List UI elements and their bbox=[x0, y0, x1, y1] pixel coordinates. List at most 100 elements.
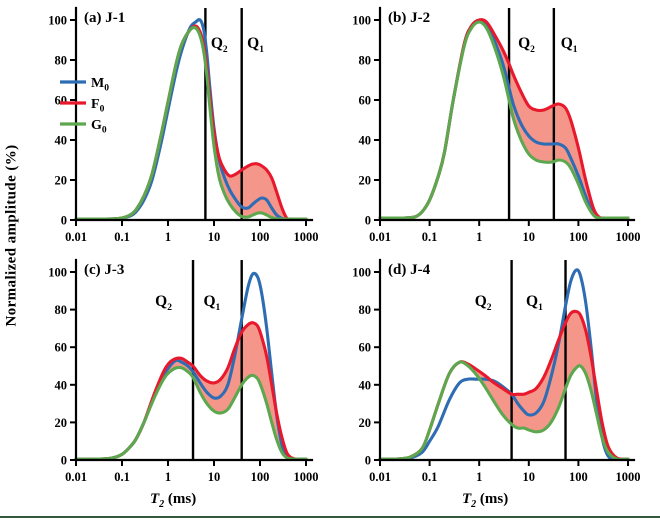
x-tick-label: 0.01 bbox=[369, 230, 391, 244]
quadrant-label-letter: Q bbox=[475, 293, 487, 310]
bottom-accent-rule bbox=[0, 516, 660, 518]
plot-axes bbox=[378, 258, 636, 462]
x-tick-label: 10 bbox=[523, 230, 536, 244]
x-tick-label: 1000 bbox=[294, 470, 319, 484]
x-tick-label: 1 bbox=[165, 470, 171, 484]
y-tick-label: 40 bbox=[55, 378, 68, 392]
y-tick-label: 80 bbox=[55, 303, 68, 317]
quadrant-label-letter: Q bbox=[247, 35, 259, 52]
x-tick-label: 1000 bbox=[616, 470, 641, 484]
quadrant-label-q2: Q2 bbox=[211, 35, 228, 55]
quadrant-label-subscript: 1 bbox=[259, 45, 264, 55]
curve-F0 bbox=[378, 18, 630, 220]
quadrant-label-letter: Q bbox=[518, 35, 530, 52]
curve-fill-band bbox=[76, 25, 306, 220]
panel-title: (a) J-1 bbox=[84, 10, 125, 26]
y-tick-label: 100 bbox=[48, 266, 67, 280]
panel-d: 0.01 0.1 1 10 100 1000 0 20 40 60 80 100 (d) J-4 Q2 Q1 bbox=[336, 258, 652, 488]
quadrant-label-q1: Q1 bbox=[526, 293, 543, 313]
curve-G0 bbox=[378, 20, 630, 220]
quadrant-label-letter: Q bbox=[203, 293, 215, 310]
y-tick-label: 100 bbox=[352, 14, 371, 28]
y-tick-label: 100 bbox=[352, 266, 371, 280]
x-tick-label: 100 bbox=[251, 230, 270, 244]
curve-fill-band bbox=[380, 19, 628, 219]
quadrant-label-q1: Q1 bbox=[561, 35, 578, 55]
x-tick-label: 1000 bbox=[294, 230, 319, 244]
x-tick-label: 1 bbox=[476, 230, 482, 244]
y-tick-label: 40 bbox=[55, 134, 68, 148]
curve-G0 bbox=[74, 25, 308, 221]
panel-title: (d) J-4 bbox=[388, 262, 431, 278]
x-tick-label: 10 bbox=[208, 230, 221, 244]
quadrant-label-letter: Q bbox=[211, 35, 223, 52]
x-tick-label: 1 bbox=[476, 470, 482, 484]
x-tick-label: 0.01 bbox=[369, 470, 391, 484]
x-axis-unit: (ms) bbox=[476, 491, 509, 507]
x-tick-label: 100 bbox=[569, 230, 588, 244]
curve-G0 bbox=[378, 360, 630, 462]
y-tick-label: 0 bbox=[365, 214, 371, 228]
y-tick-label: 80 bbox=[359, 303, 372, 317]
curve-fill-band bbox=[76, 322, 306, 460]
x-tick-label: 10 bbox=[523, 470, 536, 484]
quadrant-label-letter: Q bbox=[526, 293, 538, 310]
legend-label-G0: G0 bbox=[91, 118, 107, 136]
x-tick-label: 100 bbox=[251, 470, 270, 484]
legend-label-subscript: 0 bbox=[104, 84, 109, 94]
y-tick-label: 0 bbox=[365, 454, 371, 468]
legend-label-letter: G bbox=[91, 118, 102, 133]
quadrant-label-subscript: 2 bbox=[530, 45, 535, 55]
legend-label-subscript: 0 bbox=[102, 126, 107, 136]
legend-label-letter: F bbox=[91, 97, 100, 112]
x-tick-label: 1 bbox=[165, 230, 171, 244]
panel-a: 0.01 0.1 1 10 100 1000 0 20 40 60 80 100 (a) J-1 Q2 Q1… bbox=[26, 4, 330, 250]
y-tick-label: 100 bbox=[48, 14, 67, 28]
y-tick-label: 60 bbox=[55, 341, 68, 355]
quadrant-label-letter: Q bbox=[561, 35, 573, 52]
x-axis-unit: (ms) bbox=[164, 491, 197, 507]
quadrant-label-q1: Q1 bbox=[247, 35, 264, 55]
x-axis-subscript: 2 bbox=[471, 499, 477, 510]
x-axis-title-right: T2 (ms) bbox=[462, 491, 508, 510]
y-tick-label: 60 bbox=[359, 341, 372, 355]
y-tick-label: 40 bbox=[359, 134, 372, 148]
quadrant-label-q1: Q1 bbox=[203, 293, 220, 313]
curve-G0 bbox=[74, 365, 308, 461]
legend-label-F0: F0 bbox=[91, 97, 105, 115]
x-tick-label: 0.1 bbox=[422, 470, 438, 484]
x-tick-label: 100 bbox=[569, 470, 588, 484]
quadrant-label-subscript: 1 bbox=[216, 303, 221, 313]
x-tick-label: 0.01 bbox=[65, 470, 87, 484]
y-axis-title: Normalized amplitude (%) bbox=[3, 143, 20, 327]
y-tick-label: 0 bbox=[61, 454, 67, 468]
legend-label-letter: M bbox=[91, 76, 104, 91]
x-axis-symbol: T bbox=[150, 491, 160, 507]
quadrant-label-subscript: 1 bbox=[573, 45, 578, 55]
curve-F0 bbox=[74, 321, 308, 461]
panel-c: 0.01 0.1 1 10 100 1000 0 20 40 60 80 100 (c) J-3 Q2 Q1 bbox=[26, 258, 330, 488]
x-axis-symbol: T bbox=[462, 491, 472, 507]
y-tick-label: 20 bbox=[55, 174, 68, 188]
quadrant-label-subscript: 2 bbox=[223, 45, 228, 55]
plot-axes bbox=[378, 6, 636, 222]
y-tick-label: 80 bbox=[55, 54, 68, 68]
y-tick-label: 20 bbox=[359, 416, 372, 430]
legend-label-subscript: 0 bbox=[100, 105, 105, 115]
quadrant-label-subscript: 1 bbox=[538, 303, 543, 313]
panel-title: (b) J-2 bbox=[388, 10, 430, 26]
panel-b: 0.01 0.1 1 10 100 1000 0 20 40 60 80 100 (b) J-2 Q2 Q1 bbox=[336, 4, 652, 250]
y-tick-label: 80 bbox=[359, 54, 372, 68]
x-axis-title-left: T2 (ms) bbox=[150, 491, 196, 510]
curve-M0 bbox=[378, 268, 630, 461]
y-tick-label: 20 bbox=[55, 416, 68, 430]
x-tick-label: 0.1 bbox=[114, 230, 130, 244]
x-tick-label: 0.01 bbox=[65, 230, 87, 244]
y-tick-label: 60 bbox=[359, 94, 372, 108]
x-tick-label: 0.1 bbox=[422, 230, 438, 244]
